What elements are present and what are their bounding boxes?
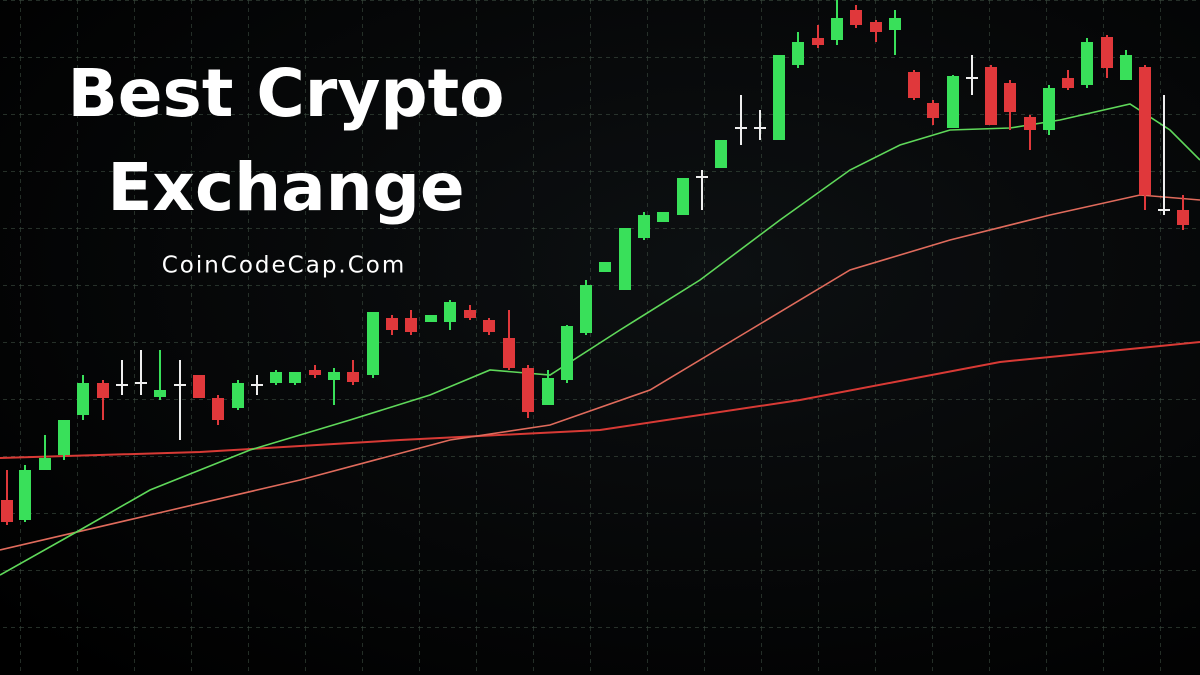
candle-doji-white [116,55,1170,440]
site-name: CoinCodeCap.Com [162,253,407,279]
title-line: Best Crypto [67,55,504,132]
title-line: Exchange [107,149,464,226]
moving-average-mid [0,194,1200,551]
moving-average-fast [0,103,1200,576]
moving-average-slow [0,341,1200,459]
